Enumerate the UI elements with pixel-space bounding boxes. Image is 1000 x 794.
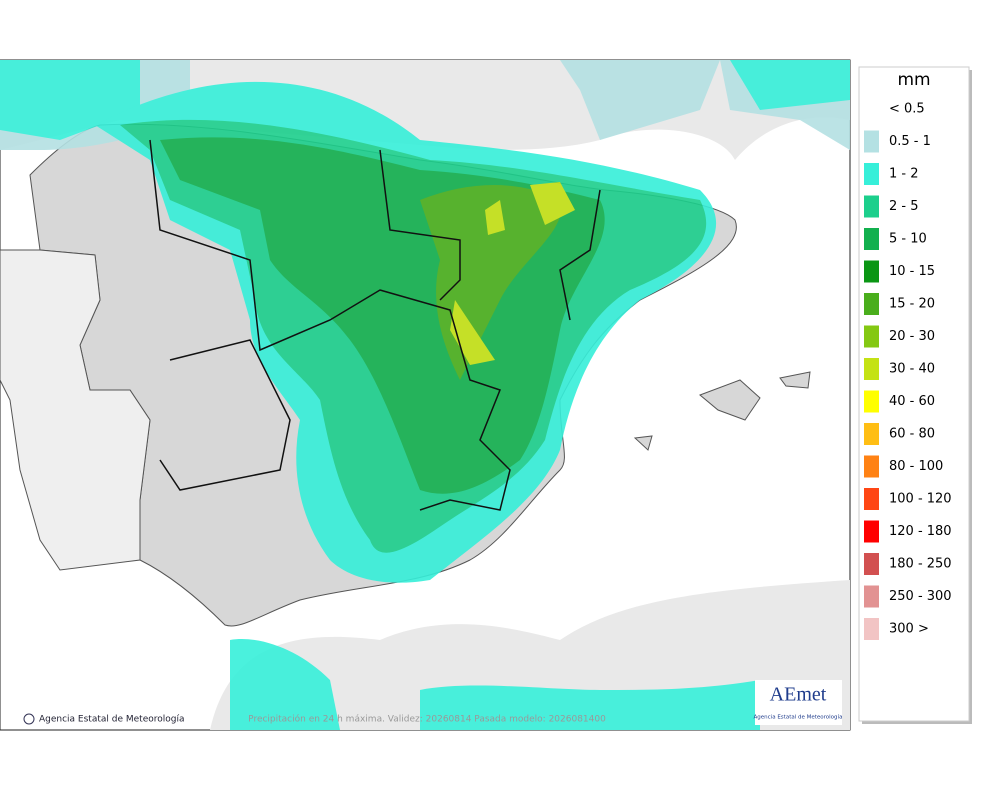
precip-low [0, 60, 850, 150]
legend-label: 60 - 80 [889, 427, 935, 442]
logo-name: AEmet [770, 684, 827, 706]
legend-label: 180 - 250 [889, 557, 952, 572]
legend-swatch [864, 455, 879, 478]
precip-1-2 [0, 60, 850, 140]
legend-swatch [864, 130, 879, 153]
legend-label: 0.5 - 1 [889, 134, 931, 149]
legend-swatch [864, 585, 879, 608]
legend-swatch [864, 488, 879, 510]
legend-label: 40 - 60 [889, 394, 935, 409]
legend: mm < 0.5 0.5 - 1 1 - 2 2 - 5 5 - 10 10 - 15 15… [858, 66, 972, 724]
precip-africa [230, 639, 760, 730]
legend-swatch [864, 423, 879, 445]
legend-label: 1 - 2 [889, 167, 919, 182]
legend-label: 100 - 120 [889, 492, 952, 507]
land-balearics [633, 371, 811, 451]
legend-swatch [864, 520, 879, 543]
map [0, 59, 851, 731]
legend-swatch [864, 358, 879, 380]
border [159, 339, 291, 491]
legend-label: 2 - 5 [889, 199, 919, 214]
legend-swatch [864, 195, 879, 218]
legend-title: mm [897, 70, 930, 90]
precip-30-40 [450, 182, 575, 365]
legend-swatch [864, 293, 879, 315]
caption: Precipitación en 24 h máxima. Validez: 2… [248, 714, 606, 725]
legend-label: 250 - 300 [889, 589, 952, 604]
legend-label: 15 - 20 [889, 297, 935, 312]
legend-swatch [864, 390, 879, 413]
logo-subtitle: Agencia Estatal de Meteorología [754, 714, 843, 721]
logo: AEmet Agencia Estatal de Meteorología [754, 680, 843, 725]
land-portugal [0, 249, 151, 571]
legend-swatch [864, 260, 879, 283]
legend-label: 300 > [889, 622, 929, 637]
legend-swatch [864, 163, 879, 185]
legend-label: 5 - 10 [889, 232, 927, 247]
legend-swatch [864, 228, 879, 250]
legend-label: 20 - 30 [889, 329, 935, 344]
copyright-icon [23, 713, 35, 725]
credit-text: Agencia Estatal de Meteorología [39, 715, 185, 725]
border [379, 149, 601, 321]
legend-label: 80 - 100 [889, 459, 943, 474]
legend-label: 120 - 180 [889, 524, 952, 539]
legend-label: < 0.5 [889, 102, 925, 117]
legend-swatch [864, 553, 879, 575]
legend-swatch [864, 618, 879, 640]
legend-swatch [864, 325, 879, 348]
legend-label: 30 - 40 [889, 362, 935, 377]
credit: Agencia Estatal de Meteorología [23, 713, 185, 725]
region-borders [149, 139, 601, 511]
logo-box [755, 680, 842, 725]
legend-label: 10 - 15 [889, 264, 935, 279]
border [149, 139, 511, 511]
